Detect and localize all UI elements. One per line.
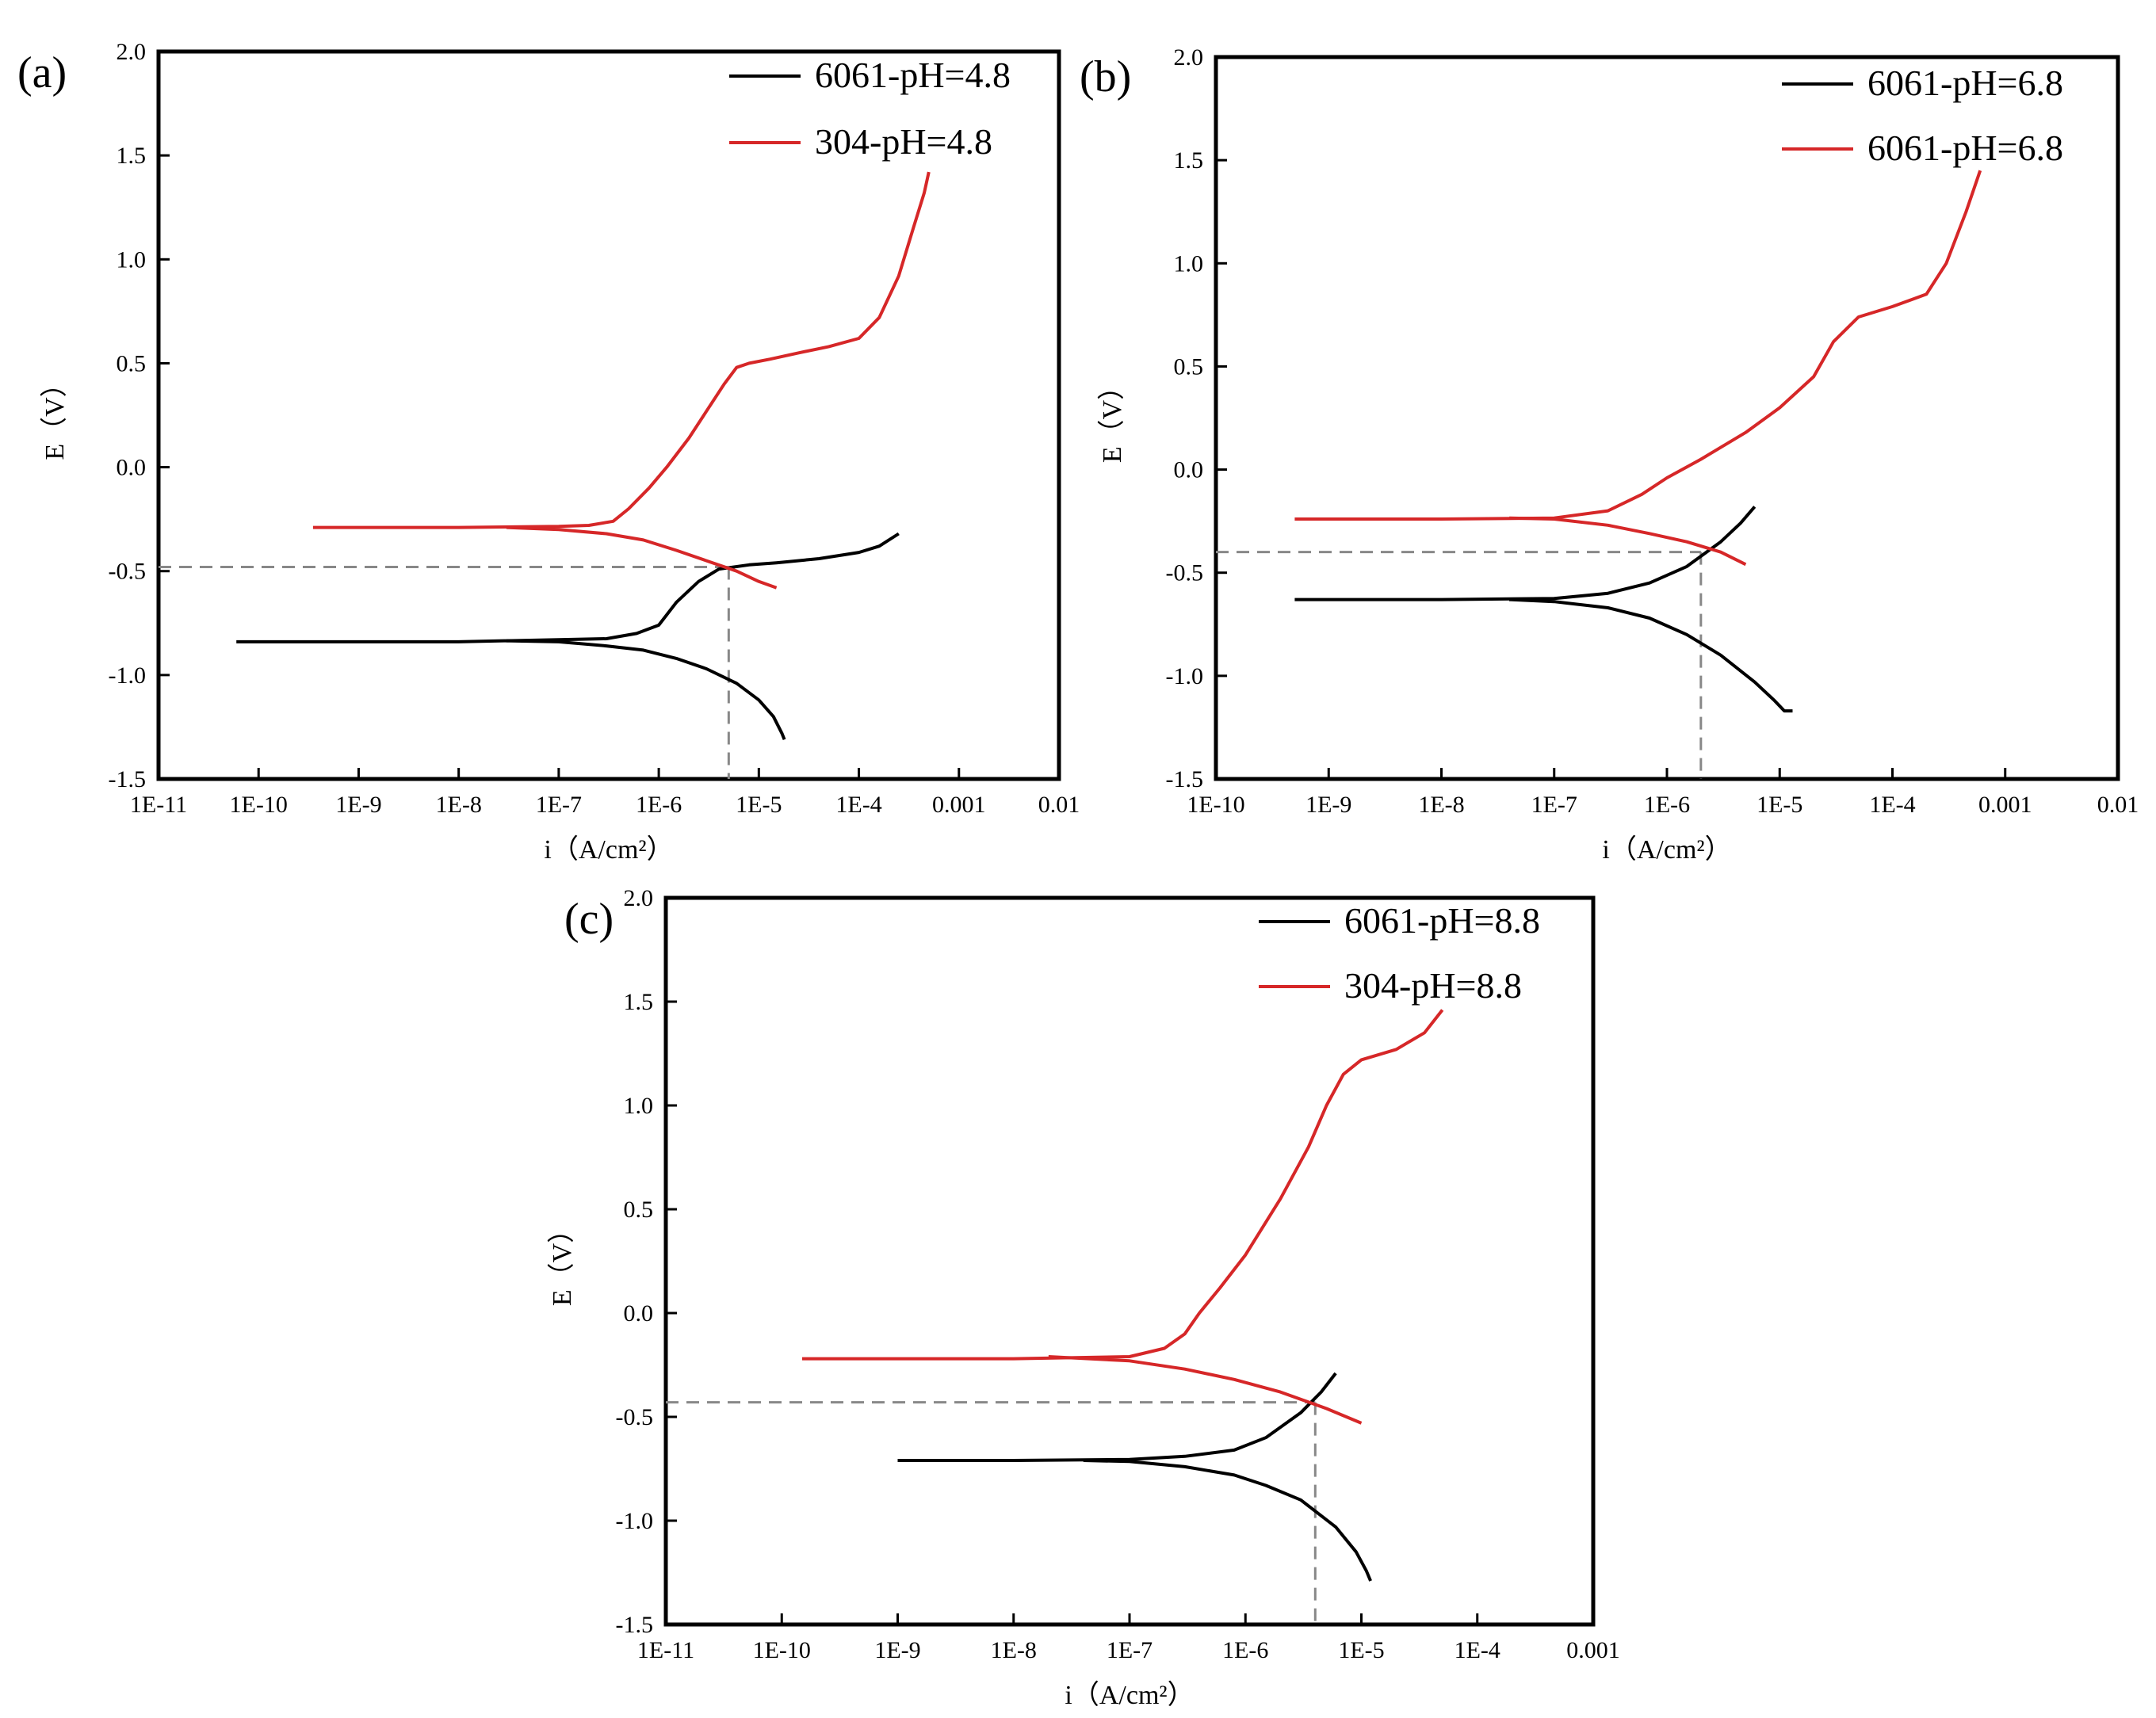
- series-line-2: [1294, 170, 1982, 521]
- x-tick-label: 1E-10: [1187, 792, 1244, 818]
- x-tick-label: 1E-6: [1222, 1637, 1268, 1663]
- legend-entry: 6061-pH=6.8: [1867, 63, 2063, 103]
- x-tick-label: 1E-9: [1305, 792, 1351, 818]
- y-tick-label: -0.5: [109, 559, 147, 585]
- series-line-1: [1083, 1459, 1372, 1582]
- y-tick-label: -0.5: [1166, 560, 1204, 586]
- chart-panel-2: 1E-11 1E-10 1E-9 1E-8 1E-7 1E-6 1E-5 1E-4 0.001 -…: [547, 885, 1620, 1710]
- x-axis-label: i（A/cm²）: [1602, 834, 1731, 865]
- series-line-1: [1509, 597, 1793, 713]
- y-axis-label: E（V）: [1097, 373, 1127, 463]
- x-tick-label: 0.001: [1566, 1637, 1620, 1663]
- y-tick-label: 1.0: [624, 1093, 654, 1119]
- chart-panel-0: 1E-11 1E-10 1E-9 1E-8 1E-7 1E-6 1E-5 1E-4 0.001 0…: [17, 39, 1080, 865]
- series-line-3: [506, 525, 778, 590]
- x-tick-label: 0.001: [1978, 792, 2032, 818]
- x-tick-label: 0.001: [932, 792, 986, 818]
- series-line-2: [312, 171, 931, 529]
- x-tick-label: 1E-11: [637, 1637, 694, 1663]
- x-tick-label: 1E-10: [230, 792, 288, 818]
- legend-entry: 304-pH=8.8: [1344, 965, 1522, 1006]
- x-tick-label: 1E-9: [874, 1637, 920, 1663]
- series-line-0: [1294, 506, 1757, 601]
- y-tick-label: 1.5: [1174, 147, 1204, 174]
- y-tick-label: 1.5: [624, 989, 654, 1015]
- panel-label: (a): [17, 48, 67, 97]
- y-axis-label: E（V）: [40, 370, 70, 460]
- y-tick-label: -1.5: [109, 766, 147, 792]
- x-tick-label: 1E-8: [991, 1637, 1037, 1663]
- panel-label: (c): [564, 895, 614, 944]
- series-line-2: [802, 1009, 1444, 1361]
- y-tick-label: -1.0: [1166, 663, 1204, 689]
- plot-frame: [156, 49, 1061, 781]
- x-tick-label: 1E-6: [1644, 792, 1690, 818]
- x-tick-label: 1E-5: [1338, 1637, 1384, 1663]
- x-tick-label: 1E-7: [536, 792, 582, 818]
- legend-entry: 6061-pH=6.8: [1867, 128, 2063, 168]
- series-line-3: [1048, 1355, 1363, 1425]
- y-tick-label: -1.5: [1166, 766, 1204, 792]
- x-tick-label: 1E-11: [130, 792, 187, 818]
- y-tick-label: 0.0: [1174, 457, 1204, 483]
- x-tick-label: 1E-7: [1107, 1637, 1153, 1663]
- y-tick-label: 1.0: [117, 246, 147, 273]
- y-tick-label: 0.5: [117, 350, 147, 376]
- legend-entry: 6061-pH=8.8: [1344, 900, 1540, 941]
- y-tick-label: 0.0: [624, 1300, 654, 1327]
- x-tick-label: 1E-5: [736, 792, 782, 818]
- series-line-1: [506, 639, 786, 740]
- y-tick-label: 2.0: [117, 39, 147, 65]
- x-tick-label: 1E-8: [1418, 792, 1464, 818]
- legend-entry: 6061-pH=4.8: [815, 55, 1011, 95]
- x-axis-label: i（A/cm²）: [544, 834, 673, 865]
- y-tick-label: 0.5: [624, 1197, 654, 1223]
- x-axis-label: i（A/cm²）: [1065, 1680, 1194, 1710]
- x-tick-label: 1E-10: [753, 1637, 811, 1663]
- y-tick-label: -1.0: [109, 662, 147, 689]
- x-tick-label: 1E-5: [1757, 792, 1802, 818]
- x-tick-label: 1E-4: [835, 792, 881, 818]
- x-tick-label: 1E-7: [1531, 792, 1577, 818]
- y-axis-label: E（V）: [547, 1216, 577, 1306]
- y-tick-label: -1.5: [616, 1612, 654, 1638]
- y-tick-label: 2.0: [624, 885, 654, 911]
- panel-label: (b): [1080, 52, 1131, 101]
- plot-frame: [663, 895, 1596, 1627]
- y-tick-label: -1.0: [616, 1508, 654, 1534]
- x-tick-label: 1E-4: [1869, 792, 1915, 818]
- y-tick-label: 2.0: [1174, 44, 1204, 71]
- y-tick-label: 0.5: [1174, 353, 1204, 380]
- x-tick-label: 1E-4: [1455, 1637, 1500, 1663]
- x-tick-label: 0.01: [1038, 792, 1080, 818]
- y-tick-label: 1.5: [117, 143, 147, 169]
- series-line-3: [1509, 516, 1747, 567]
- series-line-0: [236, 532, 900, 643]
- series-line-0: [897, 1372, 1337, 1462]
- y-tick-label: -0.5: [616, 1404, 654, 1430]
- chart-panel-1: 1E-10 1E-9 1E-8 1E-7 1E-6 1E-5 1E-4 0.001 0.01 -1…: [1080, 44, 2139, 865]
- y-tick-label: 0.0: [117, 455, 147, 481]
- x-tick-label: 1E-6: [636, 792, 682, 818]
- x-tick-label: 1E-8: [436, 792, 482, 818]
- x-tick-label: 1E-9: [335, 792, 381, 818]
- y-tick-label: 1.0: [1174, 250, 1204, 277]
- x-tick-label: 0.01: [2097, 792, 2139, 818]
- legend-entry: 304-pH=4.8: [815, 121, 992, 162]
